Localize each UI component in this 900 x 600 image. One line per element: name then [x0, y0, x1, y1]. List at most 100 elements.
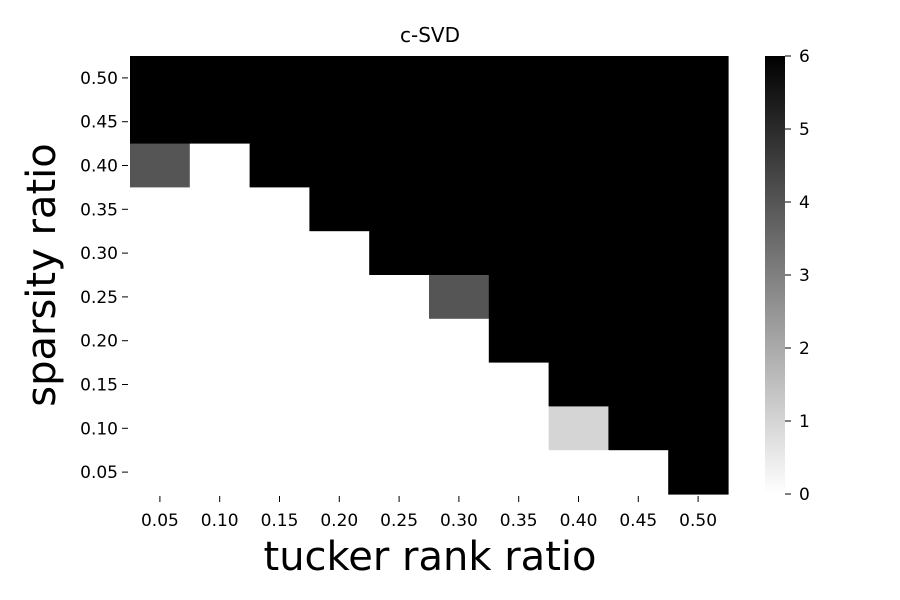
heatmap-cell	[548, 362, 609, 407]
heatmap-cell	[309, 143, 370, 188]
colorbar-tick-label: 4	[799, 193, 810, 213]
heatmap-cell	[488, 99, 550, 145]
heatmap-cell	[608, 450, 669, 495]
heatmap-cell	[189, 406, 251, 451]
x-tick-label: 0.15	[261, 511, 299, 531]
heatmap-cell	[189, 275, 251, 320]
heatmap-cell	[488, 406, 550, 451]
heatmap-cell	[189, 143, 251, 188]
heatmap-cell	[130, 187, 191, 232]
heatmap-cell	[608, 143, 669, 188]
heatmap-cell	[369, 187, 430, 232]
heatmap-cell	[309, 362, 370, 407]
heatmap-cell	[488, 362, 550, 407]
x-tick-label: 0.20	[320, 511, 358, 531]
heatmap-cell	[130, 143, 191, 188]
heatmap-cell	[488, 450, 550, 495]
colorbar: 0 1 2 3 4 5 6	[765, 47, 810, 505]
heatmap-cell	[369, 143, 430, 188]
heatmap-cell	[608, 56, 669, 101]
heatmap-cell	[309, 231, 370, 276]
y-axis-label: sparsity ratio	[19, 143, 65, 406]
heatmap-cell	[249, 362, 310, 407]
heatmap-cell	[608, 406, 669, 451]
heatmap-cell	[309, 318, 370, 364]
heatmap-cell	[608, 362, 669, 407]
heatmap-cell	[668, 231, 729, 276]
heatmap-cell	[548, 187, 609, 232]
heatmap-cell	[429, 275, 490, 320]
heatmap-cell	[488, 143, 550, 188]
y-tick-label: 0.45	[80, 113, 118, 133]
chart-title: c-SVD	[400, 23, 460, 47]
heatmap-cell	[429, 406, 490, 451]
heatmap-cell	[309, 275, 370, 320]
heatmap-cell	[488, 318, 550, 364]
x-tick-label: 0.05	[141, 511, 179, 531]
x-tick-label: 0.45	[619, 511, 657, 531]
y-tick-label: 0.15	[80, 376, 118, 396]
heatmap-cell	[249, 143, 310, 188]
y-tick-label: 0.05	[80, 463, 118, 483]
heatmap-cell	[189, 99, 251, 145]
heatmap-cell	[309, 56, 370, 101]
colorbar-gradient	[765, 56, 785, 494]
heatmap-cell	[130, 56, 191, 101]
colorbar-tick-label: 0	[799, 485, 810, 505]
heatmap-cell	[429, 187, 490, 232]
heatmap-cell	[429, 99, 490, 145]
heatmap-cell	[249, 450, 310, 495]
y-tick-label: 0.20	[80, 332, 118, 352]
heatmap-cell	[309, 450, 370, 495]
heatmap-cell	[369, 275, 430, 320]
heatmap-cell	[668, 318, 729, 364]
colorbar-tick-label: 2	[799, 339, 810, 359]
heatmap-cell	[548, 406, 609, 451]
heatmap-cell	[249, 275, 310, 320]
y-tick-label: 0.10	[80, 419, 118, 439]
heatmap-cell	[548, 318, 609, 364]
heatmap-cell	[189, 362, 251, 407]
heatmap-cell	[130, 406, 191, 451]
heatmap-cell	[189, 450, 251, 495]
heatmap-cell	[668, 406, 729, 451]
heatmap-cell	[488, 231, 550, 276]
heatmap-cell	[548, 450, 609, 495]
heatmap-cells	[130, 56, 729, 495]
colorbar-tick-label: 5	[799, 120, 810, 140]
x-axis-label: tucker rank ratio	[264, 534, 597, 580]
heatmap-cell	[488, 187, 550, 232]
heatmap-cell	[429, 56, 490, 101]
x-tick-label: 0.25	[380, 511, 418, 531]
y-axis-ticks: 0.50 0.45 0.40 0.35 0.30 0.25 0.20 0.15 0.10 0.05	[80, 69, 128, 483]
heatmap-cell	[249, 187, 310, 232]
heatmap-cell	[309, 406, 370, 451]
heatmap-cell	[130, 99, 191, 145]
heatmap-cell	[608, 318, 669, 364]
heatmap-cell	[369, 450, 430, 495]
x-tick-label: 0.35	[500, 511, 538, 531]
heatmap-cell	[309, 99, 370, 145]
heatmap-cell	[130, 450, 191, 495]
heatmap-cell	[608, 275, 669, 320]
heatmap-cell	[608, 231, 669, 276]
heatmap-cell	[608, 187, 669, 232]
heatmap-cell	[668, 275, 729, 320]
heatmap-cell	[488, 56, 550, 101]
heatmap-cell	[668, 99, 729, 145]
y-tick-label: 0.50	[80, 69, 118, 89]
heatmap-cell	[130, 231, 191, 276]
heatmap-cell	[130, 362, 191, 407]
heatmap-cell	[189, 231, 251, 276]
colorbar-ticks: 0 1 2 3 4 5 6	[785, 47, 810, 505]
heatmap-cell	[369, 99, 430, 145]
y-tick-label: 0.35	[80, 200, 118, 220]
heatmap-cell	[369, 318, 430, 364]
heatmap-cell	[249, 231, 310, 276]
heatmap-cell	[548, 143, 609, 188]
x-tick-label: 0.50	[679, 511, 717, 531]
colorbar-tick-label: 3	[799, 266, 810, 286]
x-tick-label: 0.40	[560, 511, 598, 531]
colorbar-tick-label: 1	[799, 412, 810, 432]
